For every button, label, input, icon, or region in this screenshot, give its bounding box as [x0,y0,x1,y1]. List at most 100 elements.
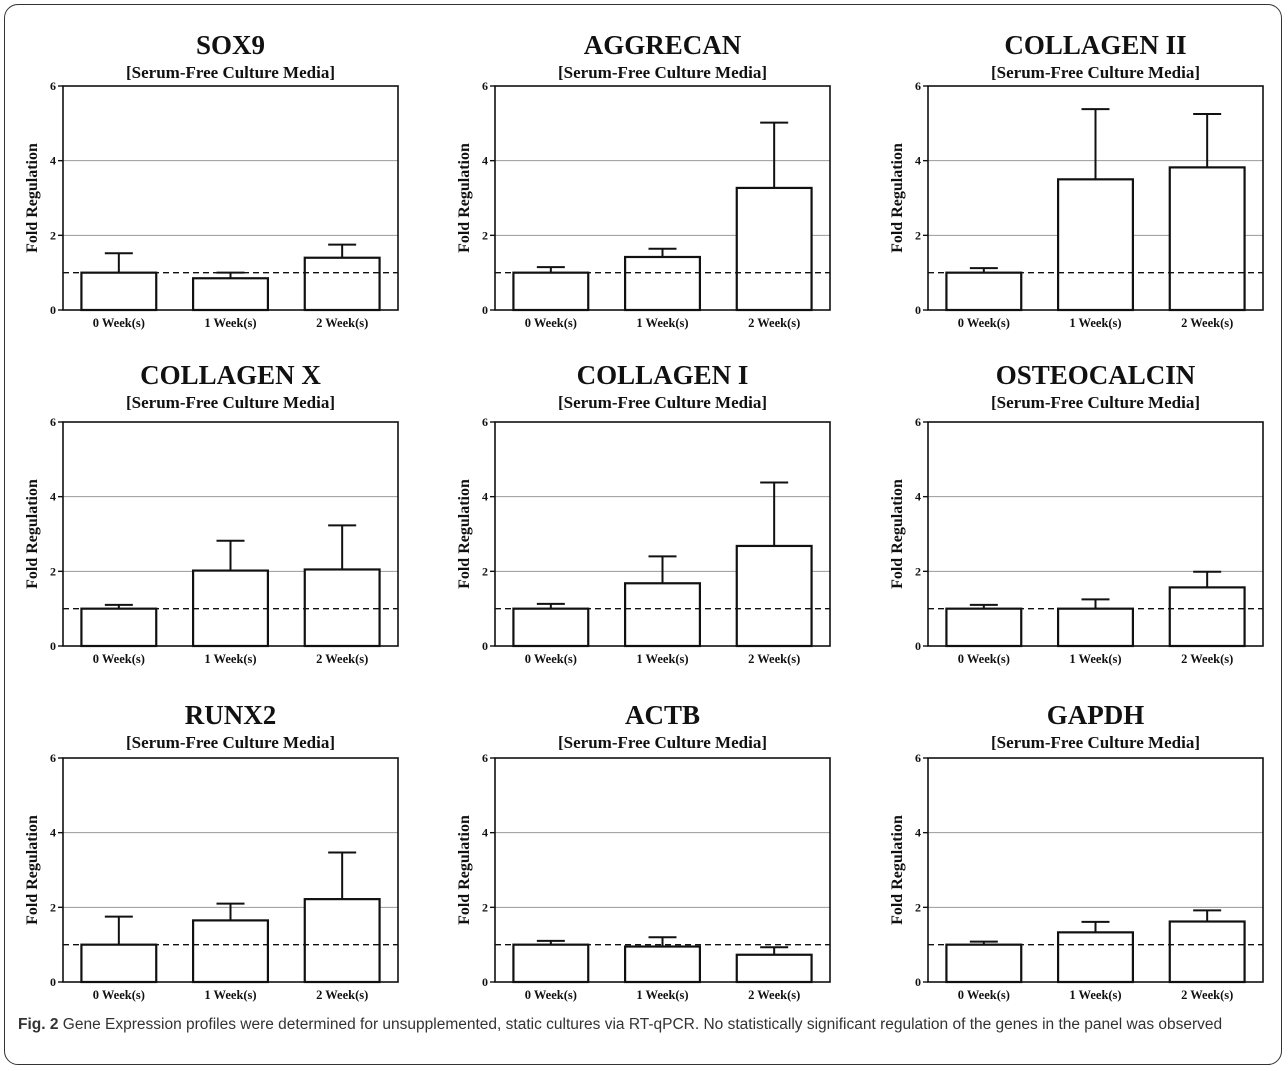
chart-subtitle: [Serum-Free Culture Media] [991,733,1200,752]
chart-subtitle: [Serum-Free Culture Media] [558,393,767,412]
y-tick-label: 4 [482,490,488,504]
x-tick-label: 2 Week(s) [1181,316,1233,330]
chart-panel: COLLAGEN I [Serum-Free Culture Media] 0 2 4 6… [456,360,831,666]
bar [1056,178,1135,312]
chart-subtitle: [Serum-Free Culture Media] [991,63,1200,82]
figure-charts: SOX9 [Serum-Free Culture Media] 0 2 4 6 Fold R… [24,30,1264,1002]
x-tick-label: 0 Week(s) [958,652,1010,666]
y-axis-label: Fold Regulation [456,479,473,589]
x-tick-label: 2 Week(s) [316,316,368,330]
chart-title: AGGRECAN [584,30,742,60]
x-tick-label: 0 Week(s) [525,652,577,666]
bar [512,943,590,984]
bar [1168,920,1246,984]
y-tick-label: 0 [915,639,921,653]
bar [735,953,813,984]
y-tick-label: 6 [915,415,921,429]
y-axis-label: Fold Regulation [889,479,906,589]
y-tick-label: 6 [50,751,56,765]
y-tick-label: 4 [482,826,488,840]
bar [80,943,158,984]
chart-subtitle: [Serum-Free Culture Media] [991,393,1200,412]
chart-subtitle: [Serum-Free Culture Media] [126,63,335,82]
y-axis-label: Fold Regulation [456,143,473,253]
y-axis-label: Fold Regulation [24,815,41,925]
caption-text: Gene Expression profiles were determined… [62,1016,1223,1033]
figure-caption: Fig. 2 Gene Expression profiles were det… [18,1014,1268,1035]
chart-title: ACTB [625,700,700,730]
chart-subtitle: [Serum-Free Culture Media] [126,393,335,412]
bar [1168,586,1246,648]
x-tick-label: 0 Week(s) [525,316,577,330]
x-tick-label: 0 Week(s) [525,988,577,1002]
chart-title: GAPDH [1047,700,1145,730]
y-axis-label: Fold Regulation [24,143,41,253]
bar [1168,166,1246,312]
x-tick-label: 1 Week(s) [1069,988,1121,1002]
bar [945,607,1023,648]
y-tick-label: 2 [482,228,488,242]
y-tick-label: 2 [50,228,56,242]
x-tick-label: 0 Week(s) [958,316,1010,330]
y-tick-label: 0 [482,975,488,989]
x-tick-label: 0 Week(s) [93,316,145,330]
y-tick-label: 6 [482,415,488,429]
x-tick-label: 1 Week(s) [204,652,256,666]
y-tick-label: 6 [915,751,921,765]
chart-title: COLLAGEN I [577,360,749,390]
chart-subtitle: [Serum-Free Culture Media] [558,63,767,82]
y-tick-label: 6 [915,79,921,93]
y-tick-label: 2 [482,564,488,578]
chart-panel: GAPDH [Serum-Free Culture Media] 0 2 4 6 Fold … [889,700,1264,1002]
x-tick-label: 1 Week(s) [636,316,688,330]
chart-panel: SOX9 [Serum-Free Culture Media] 0 2 4 6 Fold R… [24,30,399,330]
chart-title: OSTEOCALCIN [996,360,1196,390]
y-tick-label: 2 [915,564,921,578]
bar [945,271,1023,312]
y-tick-label: 4 [50,826,56,840]
y-tick-label: 0 [50,975,56,989]
y-tick-label: 2 [50,564,56,578]
bar [191,919,270,984]
x-tick-label: 2 Week(s) [748,316,800,330]
x-tick-label: 1 Week(s) [636,988,688,1002]
bar [512,271,590,312]
y-tick-label: 0 [50,303,56,317]
chart-panel: OSTEOCALCIN [Serum-Free Culture Media] 0 2 4… [889,360,1264,666]
bar [80,271,158,312]
y-tick-label: 0 [915,303,921,317]
y-tick-label: 6 [50,415,56,429]
y-tick-label: 4 [50,154,56,168]
bar [945,943,1023,984]
chart-subtitle: [Serum-Free Culture Media] [126,733,335,752]
x-tick-label: 2 Week(s) [316,652,368,666]
bar [735,544,813,648]
y-tick-label: 2 [915,228,921,242]
y-tick-label: 4 [915,490,921,504]
x-tick-label: 0 Week(s) [958,988,1010,1002]
bar [303,256,381,312]
chart-title: RUNX2 [185,700,277,730]
y-tick-label: 0 [482,303,488,317]
x-tick-label: 1 Week(s) [204,988,256,1002]
bar [1056,931,1135,984]
x-tick-label: 2 Week(s) [748,652,800,666]
bar [512,607,590,648]
y-axis-label: Fold Regulation [456,815,473,925]
chart-subtitle: [Serum-Free Culture Media] [558,733,767,752]
chart-title: SOX9 [196,30,265,60]
bar [80,607,158,648]
y-axis-label: Fold Regulation [889,143,906,253]
y-tick-label: 6 [482,751,488,765]
y-tick-label: 2 [482,900,488,914]
x-tick-label: 0 Week(s) [93,988,145,1002]
y-tick-label: 4 [915,826,921,840]
chart-panel: COLLAGEN X [Serum-Free Culture Media] 0 2 4 6… [24,360,399,666]
x-tick-label: 1 Week(s) [204,316,256,330]
bar [623,945,702,984]
x-tick-label: 1 Week(s) [1069,652,1121,666]
chart-panel: AGGRECAN [Serum-Free Culture Media] 0 2 4 6 Fo… [456,30,831,330]
x-tick-label: 1 Week(s) [1069,316,1121,330]
caption-label: Fig. 2 [18,1016,59,1033]
y-tick-label: 6 [482,79,488,93]
